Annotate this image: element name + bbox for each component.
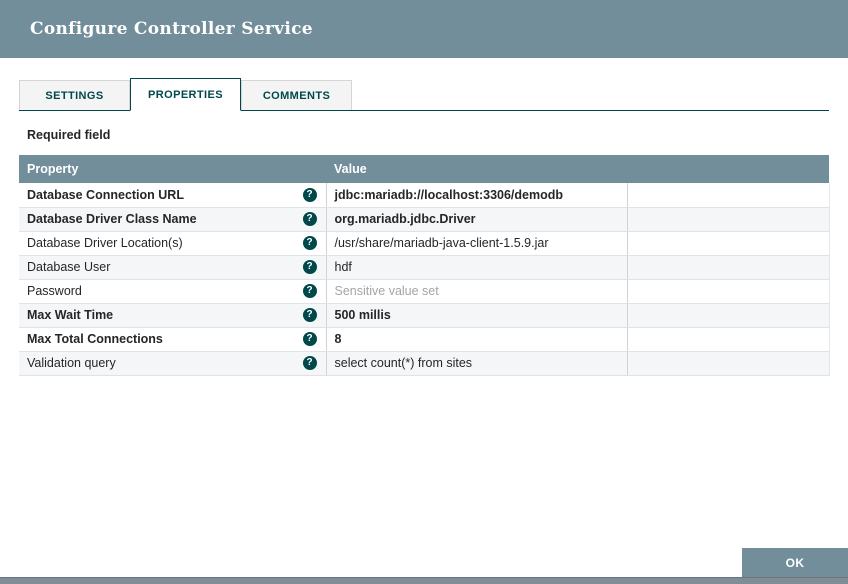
background-strip <box>0 577 848 584</box>
property-value-cell[interactable]: hdf <box>325 255 628 280</box>
property-name: Max Total Connections <box>27 332 163 346</box>
property-value: 500 millis <box>334 308 391 322</box>
row-extra-cell <box>627 303 830 328</box>
property-value: Sensitive value set <box>334 284 439 298</box>
table-row: Database Driver Class Name org.mariadb.j… <box>19 207 830 232</box>
property-value-cell[interactable]: org.mariadb.jdbc.Driver <box>325 207 628 232</box>
tab-properties[interactable]: PROPERTIES <box>130 78 241 111</box>
property-name: Database Driver Class Name <box>27 212 197 226</box>
property-value: hdf <box>334 260 352 274</box>
dialog-header: Configure Controller Service <box>0 0 848 58</box>
property-value-cell[interactable]: 500 millis <box>325 303 628 328</box>
table-header-row: Property Value <box>19 155 829 183</box>
table-row: Max Total Connections 8 <box>19 327 830 352</box>
property-value-cell[interactable]: Sensitive value set <box>325 279 628 304</box>
table-row: Max Wait Time 500 millis <box>19 303 830 328</box>
table-row: Database Connection URL jdbc:mariadb://l… <box>19 183 830 208</box>
property-name: Max Wait Time <box>27 308 114 322</box>
properties-table-body: Database Connection URL jdbc:mariadb://l… <box>19 183 830 376</box>
help-icon[interactable] <box>302 356 317 370</box>
help-icon[interactable] <box>302 284 317 298</box>
property-name: Validation query <box>27 356 116 370</box>
property-value-cell[interactable]: 8 <box>325 327 628 352</box>
property-value: 8 <box>334 332 342 346</box>
row-extra-cell <box>627 231 830 256</box>
property-value: org.mariadb.jdbc.Driver <box>334 212 476 226</box>
row-extra-cell <box>627 327 830 352</box>
ok-button[interactable]: OK <box>742 548 848 577</box>
tab-settings[interactable]: SETTINGS <box>19 80 130 110</box>
row-extra-cell <box>627 255 830 280</box>
column-header-value: Value <box>326 155 627 183</box>
dialog-body: SETTINGS PROPERTIES COMMENTS Required fi… <box>0 58 848 376</box>
property-value-cell[interactable]: /usr/share/mariadb-java-client-1.5.9.jar <box>325 231 628 256</box>
column-header-property: Property <box>19 155 326 183</box>
help-icon[interactable] <box>302 260 317 274</box>
table-row: Password Sensitive value set <box>19 279 830 304</box>
property-name: Database Driver Location(s) <box>27 236 183 250</box>
table-row: Database User hdf <box>19 255 830 280</box>
property-value-cell[interactable]: select count(*) from sites <box>325 351 628 376</box>
property-value-cell[interactable]: jdbc:mariadb://localhost:3306/demodb <box>325 183 628 208</box>
property-name: Password <box>27 284 82 298</box>
table-row: Database Driver Location(s) /usr/share/m… <box>19 231 830 256</box>
row-extra-cell <box>627 279 830 304</box>
row-extra-cell <box>627 183 830 208</box>
properties-table: Property Value Database Connection URL j… <box>19 155 830 376</box>
help-icon[interactable] <box>302 308 317 322</box>
dialog-title: Configure Controller Service <box>30 19 313 39</box>
row-extra-cell <box>627 207 830 232</box>
property-name: Database Connection URL <box>27 187 184 202</box>
required-field-label: Required field <box>27 128 111 142</box>
help-icon[interactable] <box>302 212 317 226</box>
table-row: Validation query select count(*) from si… <box>19 351 830 376</box>
help-icon[interactable] <box>302 332 317 346</box>
tab-bar: SETTINGS PROPERTIES COMMENTS <box>19 78 829 111</box>
help-icon[interactable] <box>302 187 317 202</box>
row-extra-cell <box>627 351 830 376</box>
property-value: jdbc:mariadb://localhost:3306/demodb <box>334 187 564 202</box>
property-value: select count(*) from sites <box>334 356 473 370</box>
property-name: Database User <box>27 260 111 274</box>
help-icon[interactable] <box>302 236 317 250</box>
column-header-extra <box>627 155 829 183</box>
tab-comments[interactable]: COMMENTS <box>241 80 352 110</box>
property-value: /usr/share/mariadb-java-client-1.5.9.jar <box>334 236 549 250</box>
